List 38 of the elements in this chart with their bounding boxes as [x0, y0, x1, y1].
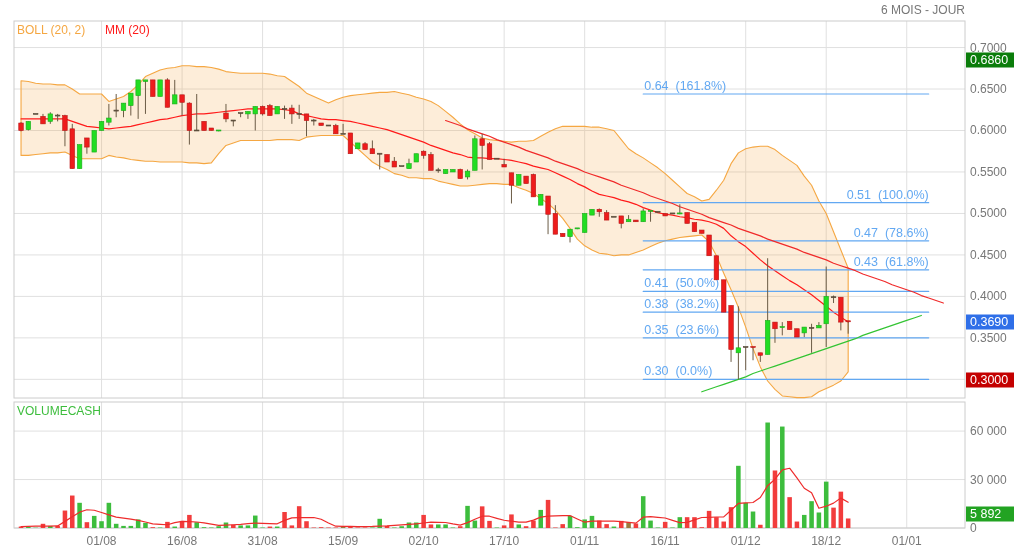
x-tick-label: 16/08 [167, 534, 198, 548]
y-tick-label: 0.3500 [970, 330, 1008, 345]
y-tick-label: 0.4500 [970, 247, 1008, 262]
series-label: 0.43 (61.8%) [853, 254, 929, 269]
text: 0.3000 [970, 373, 1009, 387]
y-tick-label: 0 [970, 521, 977, 535]
text: 0.3690 [970, 315, 1009, 329]
text: VOLUMECASH [17, 404, 102, 418]
x-tick-label: 17/10 [489, 534, 520, 548]
legend-title: BOLL (20, 2) [17, 23, 86, 37]
series-label: 0.35 (23.6%) [644, 322, 720, 337]
x-tick-label: 15/09 [328, 534, 359, 548]
y-tick-label: 0.4000 [970, 289, 1008, 304]
series-label: 0.51 (100.0%) [846, 187, 929, 202]
x-tick-label: 31/08 [247, 534, 278, 548]
text: 0.6860 [970, 53, 1009, 67]
x-tick-label: 01/12 [730, 534, 762, 548]
y-tick-label: 0.5500 [970, 164, 1008, 179]
series-label: 0.38 (38.2%) [644, 297, 720, 312]
x-tick-label: 01/01 [891, 534, 923, 548]
series-label: 0.41 (50.0%) [644, 276, 720, 291]
x-tick-label: 16/11 [650, 534, 681, 548]
x-tick-label: 18/12 [811, 534, 842, 548]
series-label: 0.64 (161.8%) [644, 78, 727, 93]
y-tick-label: 30 000 [970, 472, 1008, 487]
y-tick-label: 0.6000 [970, 123, 1008, 138]
y-tick-label: 0.7000 [970, 40, 1008, 55]
y-tick-label: 0.6500 [970, 82, 1008, 97]
x-tick-label: 01/11 [570, 534, 600, 548]
series-label: 0.30 (0.0%) [644, 364, 713, 379]
y-tick-label: 60 000 [970, 424, 1008, 439]
x-tick-label: 02/10 [408, 534, 439, 548]
text: 5 892 [970, 507, 1002, 521]
y-tick-label: 0.5000 [970, 206, 1008, 221]
text: MM (20) [105, 23, 150, 37]
series-label: 0.47 (78.6%) [853, 225, 929, 240]
x-tick-label: 01/08 [86, 534, 117, 548]
chart-subtitle: 6 MOIS - JOUR [880, 3, 966, 17]
